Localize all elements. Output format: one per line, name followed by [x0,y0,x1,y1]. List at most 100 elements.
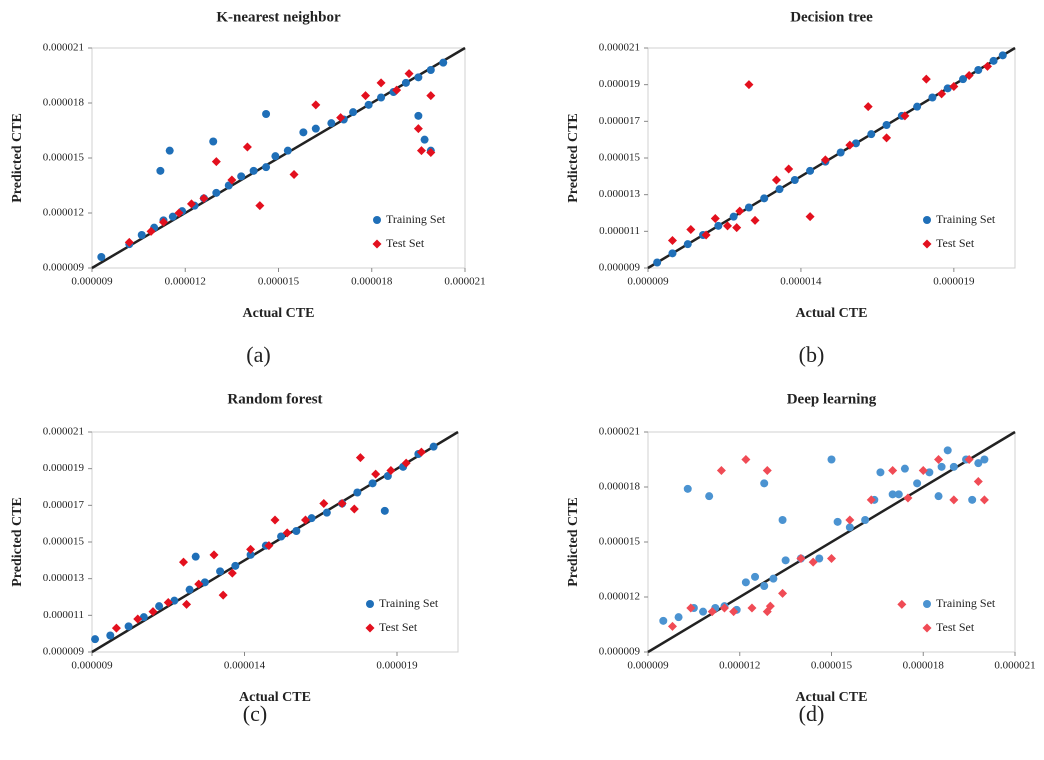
x-tick-label: 0.000021 [994,660,1035,672]
training-point [741,578,750,587]
test-point [805,212,815,222]
test-point [747,603,757,613]
legend-marker [922,623,932,633]
legend-label: Test Set [936,236,975,250]
training-point [97,253,106,261]
training-point [439,58,448,67]
test-point [882,133,892,143]
x-tick-label: 0.000015 [811,660,853,672]
training-point [429,442,438,451]
test-point [133,614,143,624]
training-point [959,75,968,84]
test-point [282,528,292,538]
training-point [380,506,389,515]
training-point [827,455,836,464]
y-tick-label: 0.000009 [599,262,641,274]
chart-title: K-nearest neighbor [216,9,341,25]
legend-label: Training Set [936,596,996,610]
training-point [277,532,286,541]
y-tick-label: 0.000018 [599,481,641,493]
training-point [124,622,133,631]
x-tick-label: 0.000018 [351,276,393,288]
training-point [106,631,115,640]
training-point [729,212,738,221]
training-point [377,93,386,102]
test-point [209,550,219,560]
legend-marker [372,239,382,249]
test-point [199,193,209,203]
x-tick-label: 0.000014 [224,660,266,672]
test-point [404,69,414,79]
training-point [760,582,769,590]
test-point [355,453,365,463]
test-point [242,142,252,152]
test-point [784,164,794,174]
test-point [401,458,411,468]
training-point [91,635,100,644]
training-point [168,212,177,221]
training-point [876,468,885,477]
legend-marker [366,600,374,608]
training-point [900,464,909,473]
test-point [979,495,989,505]
training-point [292,527,301,535]
training-point [760,479,769,488]
test-point [771,175,781,185]
y-tick-label: 0.000019 [43,462,85,474]
y-tick-label: 0.000009 [43,262,85,274]
y-tick-label: 0.000015 [43,152,85,164]
training-point [426,66,435,74]
training-point [401,78,410,87]
test-point [897,599,907,609]
y-tick-label: 0.000015 [599,152,641,164]
training-point [262,163,271,172]
x-tick-label: 0.000009 [71,660,113,672]
y-tick-label: 0.000015 [43,536,85,548]
test-point [158,217,168,227]
panel-caption: (a) [246,342,270,367]
test-point [949,495,959,505]
training-point [383,472,392,480]
training-point [327,119,336,128]
test-point [973,477,983,486]
y-tick-label: 0.000021 [599,426,640,438]
test-point [667,236,677,245]
test-point [124,237,134,247]
test-point [964,455,974,464]
y-tick-label: 0.000013 [43,572,85,584]
training-point [861,516,870,524]
training-point [246,550,255,559]
training-point [705,492,714,501]
test-point [371,469,381,479]
training-point [249,166,258,175]
training-point [781,556,790,565]
test-point [186,199,196,209]
training-point [769,574,778,583]
legend-label: Test Set [386,236,425,250]
chart-panel: K-nearest neighbor Actual CTE Predicted CT… [10,9,485,367]
training-point [867,130,876,139]
training-point [989,56,998,65]
test-point [750,215,760,225]
x-axis-label: Actual CTE [796,306,868,321]
y-tick-label: 0.000021 [43,42,84,54]
training-point [322,508,331,517]
training-point [968,495,977,504]
x-tick-label: 0.000012 [719,660,760,672]
training-point [262,110,271,118]
training-point [833,517,842,526]
test-point [319,499,329,508]
training-point [668,249,677,258]
test-point [686,603,696,613]
test-point [227,568,237,578]
test-point [211,157,221,167]
training-point [760,194,769,203]
test-point [336,113,346,123]
x-tick-label: 0.000009 [71,276,113,288]
test-point [937,89,947,99]
y-tick-label: 0.000017 [599,115,641,127]
training-point [751,572,760,581]
test-point [845,515,855,525]
test-point [701,230,711,240]
